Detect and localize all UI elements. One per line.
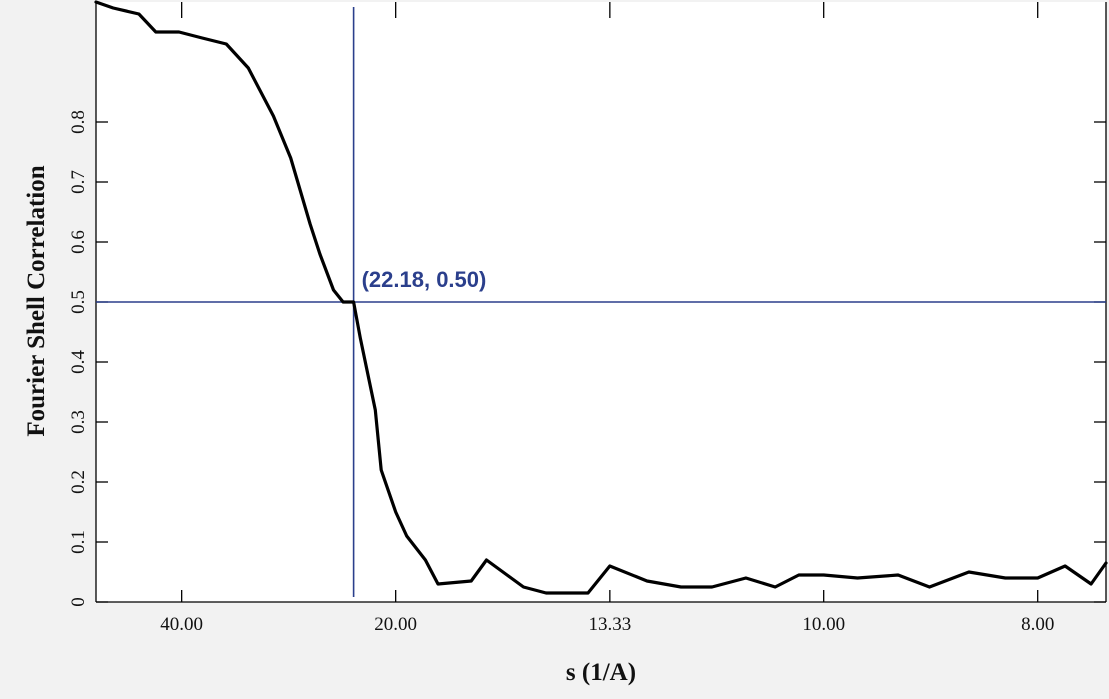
y-tick-label: 0.2: [68, 470, 89, 494]
tick-marks: [96, 2, 1106, 603]
series-layer: [94, 0, 1108, 595]
x-tick-labels: 40.00 20.00 13.33 10.00 8.00: [160, 614, 1054, 635]
crosshair-annotation-label: (22.18, 0.50): [362, 267, 487, 292]
x-axis-title: s (1/A): [566, 659, 636, 686]
y-tick-label: 0.1: [68, 530, 89, 554]
fsc-curve: [94, 0, 1108, 595]
y-tick-label: 0.3: [68, 410, 89, 434]
x-tick-label: 20.00: [374, 614, 417, 635]
y-tick-label: 0.7: [68, 170, 89, 194]
x-tick-label: 40.00: [160, 614, 203, 635]
x-tick-label: 13.33: [588, 614, 631, 635]
y-tick-label: 0.5: [68, 290, 89, 314]
y-tick-label: 0.6: [68, 230, 89, 254]
y-tick-label: 0: [68, 597, 89, 607]
y-tick-label: 0.8: [68, 110, 89, 134]
y-tick-labels: 0 0.1 0.2 0.3 0.4 0.5 0.6 0.7 0.8: [68, 110, 89, 607]
x-tick-label: 8.00: [1021, 614, 1054, 635]
y-tick-label: 0.4: [68, 350, 89, 374]
x-tick-label: 10.00: [802, 614, 845, 635]
y-axis-title: Fourier Shell Correlation: [23, 165, 50, 436]
